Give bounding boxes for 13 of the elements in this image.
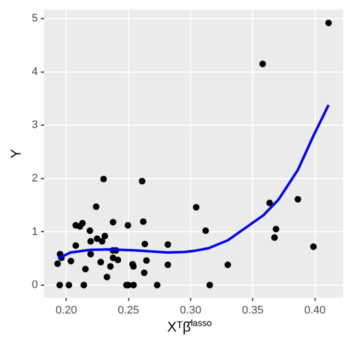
x-tick-label: 0.30	[180, 304, 202, 316]
y-tick-label: 3	[32, 119, 38, 132]
x-tick-label: 0.40	[304, 304, 326, 316]
y-tick-label: 0	[32, 279, 38, 292]
y-tick-label: 2	[32, 172, 38, 185]
x-tick-label: 0.35	[242, 304, 264, 316]
y-tick-label: 5	[32, 12, 38, 25]
x-tick-label: 0.20	[56, 304, 78, 316]
y-tick-label: 1	[32, 226, 38, 238]
y-tick-label: 4	[32, 66, 38, 78]
x-axis-title: Xᵀβ̂$^{lasso}$	[166, 318, 213, 335]
x-tick-label: 0.25	[118, 304, 140, 316]
y-axis-title: Y	[7, 148, 24, 158]
